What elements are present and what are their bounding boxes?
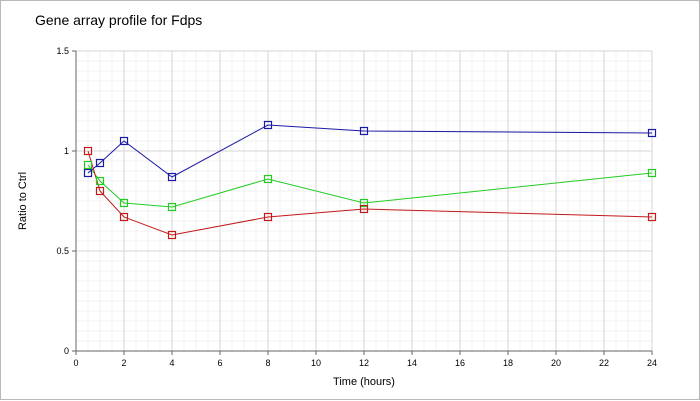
x-tick-label: 8 (265, 358, 270, 368)
series-1-marker[interactable] (83, 168, 93, 178)
series-3-marker[interactable] (167, 230, 177, 240)
series-2-marker[interactable] (647, 168, 657, 178)
series-3-marker[interactable] (647, 212, 657, 222)
x-tick-label: 18 (503, 358, 513, 368)
series-2-marker[interactable] (119, 198, 129, 208)
x-axis-label: Time (hours) (333, 376, 395, 388)
series-1-marker[interactable] (359, 126, 369, 136)
series-3-marker[interactable] (119, 212, 129, 222)
series-1-marker[interactable] (119, 136, 129, 146)
x-tick-label: 16 (455, 358, 465, 368)
chart-title: Gene array profile for Fdps (35, 12, 203, 28)
y-tick-label: 0 (64, 346, 69, 356)
series-3-marker[interactable] (95, 186, 105, 196)
y-axis-label: Ratio to Ctrl (17, 172, 29, 230)
series-line-3 (87, 150, 653, 236)
series-markers (83, 120, 657, 240)
x-tick-label: 20 (551, 358, 561, 368)
y-tick-label: 0.5 (56, 246, 69, 256)
series-2-marker[interactable] (95, 176, 105, 186)
series-1-marker[interactable] (263, 120, 273, 130)
series-2-marker[interactable] (83, 160, 93, 170)
y-axis-ticks: 0 0.5 1 1.5 (56, 46, 76, 356)
x-tick-label: 14 (407, 358, 417, 368)
x-tick-label: 24 (647, 358, 657, 368)
x-tick-label: 6 (217, 358, 222, 368)
series-2-marker[interactable] (167, 202, 177, 212)
series-3-marker[interactable] (359, 204, 369, 214)
x-tick-label: 4 (169, 358, 174, 368)
x-tick-label: 2 (121, 358, 126, 368)
series-1-marker[interactable] (167, 172, 177, 182)
x-axis-ticks: 0 2 4 6 8 10 12 14 16 18 20 22 24 (73, 351, 657, 368)
series-1-marker[interactable] (647, 128, 657, 138)
y-tick-label: 1.5 (56, 46, 69, 56)
x-tick-label: 12 (359, 358, 369, 368)
series-3-marker[interactable] (263, 212, 273, 222)
x-tick-label: 0 (73, 358, 78, 368)
series-2-marker[interactable] (263, 174, 273, 184)
series-line-1 (87, 124, 653, 178)
series-3-marker[interactable] (83, 146, 93, 156)
series-1-marker[interactable] (95, 158, 105, 168)
series-lines (87, 124, 653, 236)
x-tick-label: 10 (311, 358, 321, 368)
y-tick-label: 1 (64, 146, 69, 156)
series-2-marker[interactable] (359, 198, 369, 208)
series-line-2 (87, 164, 653, 208)
x-tick-label: 22 (599, 358, 609, 368)
